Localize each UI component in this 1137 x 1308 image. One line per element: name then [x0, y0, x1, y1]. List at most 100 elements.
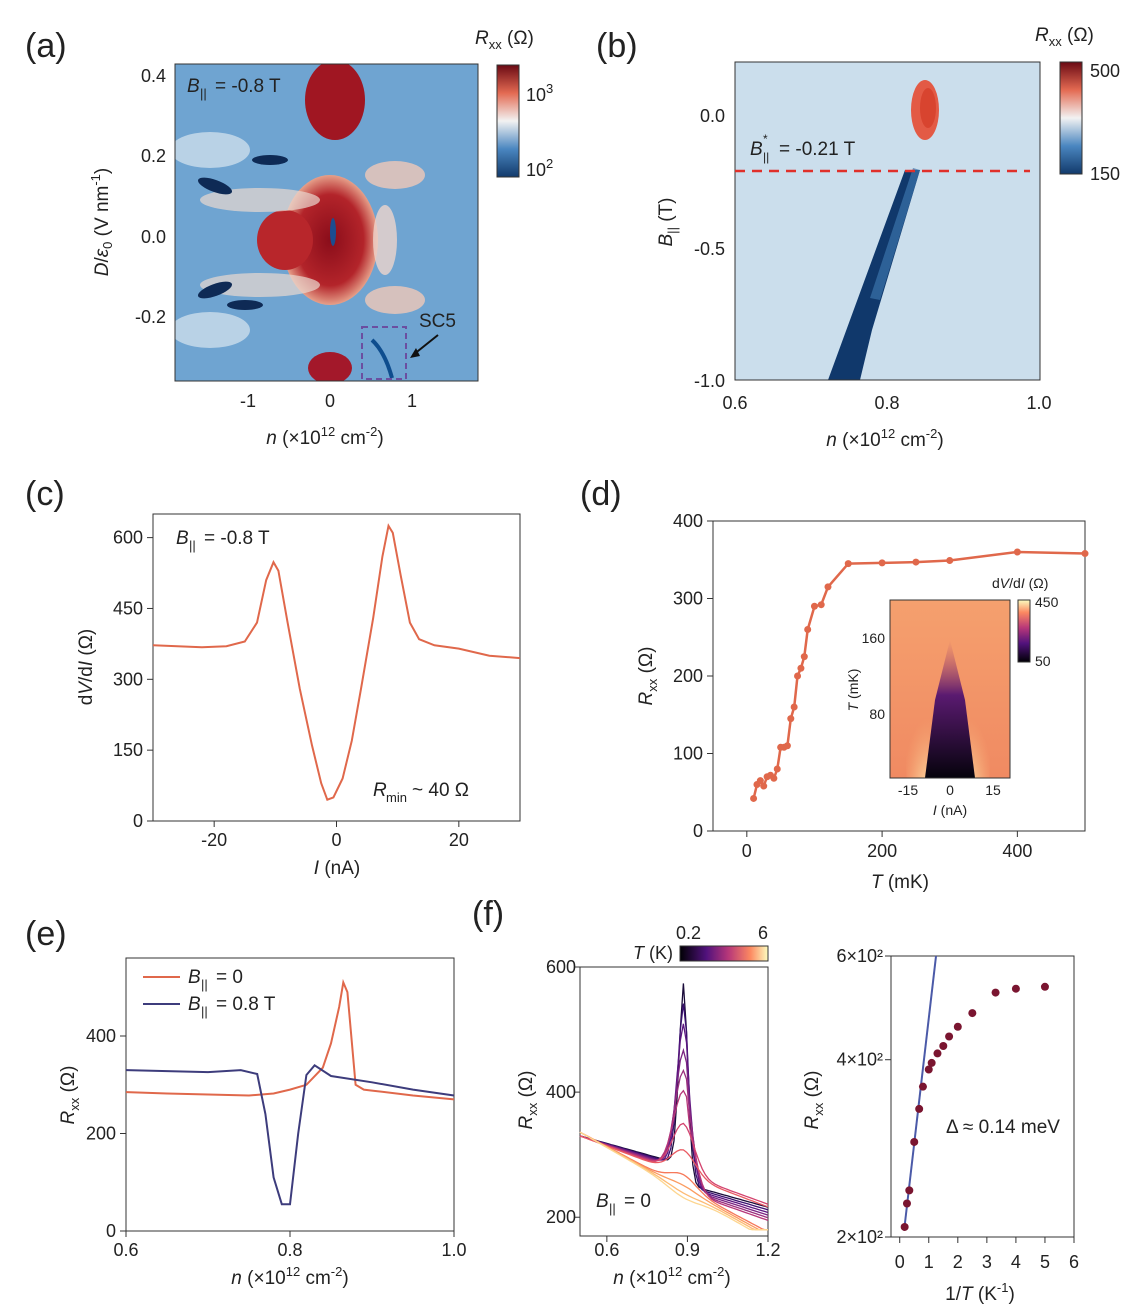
panel-d-ytick-label: 400: [673, 511, 703, 531]
panel-d-xtick-label: 0: [742, 841, 752, 861]
panel-e-ytick-label: 0: [106, 1221, 116, 1241]
panel-f1-xtick-label: 1.2: [755, 1240, 780, 1260]
svg-text:||: ||: [189, 538, 196, 553]
panel-c-rmin-label: R min ~ 40 Ω: [373, 780, 469, 805]
svg-text:450: 450: [1035, 594, 1059, 610]
panel-c-frame: [152, 513, 521, 822]
svg-text:B: B: [188, 994, 201, 1015]
panel-f1-colorbar: [679, 945, 769, 962]
panel-d-point: [797, 664, 805, 672]
panel-d-point: [770, 774, 778, 782]
svg-text:||: ||: [201, 977, 208, 992]
panel-b-xticks: 0.6 0.8 1.0: [722, 393, 1051, 413]
svg-text:-0.5: -0.5: [694, 239, 725, 259]
panel-c-ytick-label: 300: [113, 669, 143, 689]
svg-text:150: 150: [1090, 164, 1120, 184]
svg-text:50: 50: [1035, 653, 1051, 669]
panel-f1-field-label: B || = 0: [596, 1191, 651, 1216]
svg-text:B: B: [596, 1191, 609, 1212]
panel-d-point: [817, 601, 825, 609]
svg-text:||: ||: [200, 86, 207, 101]
panel-e-ytick-label: 200: [86, 1124, 116, 1144]
panel-c-xtick-label: -20: [201, 830, 227, 850]
panel-c-xtick-label: 20: [449, 830, 469, 850]
panel-d-ylabel: Rxx (Ω): [636, 647, 660, 706]
panel-e-xtick-label: 0.8: [277, 1240, 302, 1260]
panel-f1-series-line: [579, 983, 769, 1208]
svg-text:= 0.8 T: = 0.8 T: [216, 994, 276, 1015]
svg-text:= -0.21 T: = -0.21 T: [779, 139, 856, 160]
panel-a-ylabel: D/ε0 (V nm-1): [88, 168, 115, 276]
panel-d-point: [760, 782, 768, 790]
svg-text:500: 500: [1090, 61, 1120, 81]
panel-f2-point: [939, 1042, 948, 1051]
panel-f2-point: [991, 988, 1000, 997]
panel-d-ytick-label: 300: [673, 589, 703, 609]
panel-f2-xtick-label: 4: [1011, 1252, 1021, 1272]
panel-c-ylabel: dV/dI (Ω): [76, 629, 97, 706]
svg-text:= -0.8 T: = -0.8 T: [215, 76, 281, 97]
svg-text:B: B: [750, 139, 763, 160]
panel-a-frame: [174, 63, 479, 382]
panel-a-xlabel: n (×1012 cm-2): [266, 424, 383, 449]
panel-d-point: [800, 653, 808, 661]
panel-d-ytick-label: 0: [693, 821, 703, 841]
panel-c-label: (c): [25, 475, 65, 513]
panel-b-xlabel: n (×1012 cm-2): [826, 426, 943, 451]
sc5-arrowhead: [410, 348, 420, 358]
panel-f2-plot: 6×10² 4×10² 2×10² 0 1 2 3 4 5 6: [836, 946, 1079, 1272]
panel-e-plot: 0 200 400 0.6 0.8 1.0: [86, 978, 467, 1260]
panel-f2-xtick-label: 3: [982, 1252, 992, 1272]
panel-d-ytick-label: 200: [673, 666, 703, 686]
svg-text:B: B: [176, 528, 189, 549]
panel-d-plot: 0 100 200 300 400 0 200 400: [673, 511, 1089, 861]
panel-f2-xlabel: 1/T (K-1): [945, 1280, 1015, 1305]
panel-f2-point: [1040, 982, 1049, 991]
panel-e-xtick-label: 1.0: [441, 1240, 466, 1260]
panel-b-label: (b): [596, 27, 638, 65]
svg-text:0.2: 0.2: [141, 146, 166, 166]
svg-text:min: min: [386, 790, 407, 805]
svg-text:*: *: [763, 132, 768, 146]
panel-d-ytick-label: 100: [673, 744, 703, 764]
svg-text:0.0: 0.0: [141, 227, 166, 247]
svg-text:dV/dI (Ω): dV/dI (Ω): [992, 575, 1048, 591]
panel-d-point: [878, 559, 886, 567]
panel-b-colorbar: [1059, 61, 1083, 175]
panel-f2-point: [924, 1065, 933, 1074]
svg-text:0.4: 0.4: [141, 66, 166, 86]
panel-b-frame: [734, 61, 1041, 381]
panel-f1-ytick-label: 400: [546, 1082, 576, 1102]
panel-a-label: (a): [25, 27, 67, 65]
panel-d-point: [946, 557, 954, 565]
svg-text:B: B: [187, 76, 200, 97]
svg-text:80: 80: [869, 706, 885, 722]
panel-c-xlabel: I (nA): [314, 858, 360, 879]
svg-text:15: 15: [985, 782, 1001, 798]
svg-text:0: 0: [325, 391, 335, 411]
svg-text:0.8: 0.8: [874, 393, 899, 413]
panel-d-point: [783, 742, 791, 750]
panel-f1-series-line: [579, 1131, 768, 1231]
svg-text:0: 0: [946, 782, 954, 798]
panel-d-point: [794, 672, 802, 680]
panel-f2-ytick-label: 2×10²: [836, 1227, 883, 1247]
panel-f2-point: [902, 1199, 911, 1208]
panel-f2-point: [953, 1022, 962, 1031]
svg-text:-0.2: -0.2: [135, 307, 166, 327]
svg-text:102: 102: [526, 156, 553, 180]
sc5-box: [361, 326, 407, 380]
panel-e-xtick-label: 0.6: [113, 1240, 138, 1260]
panel-c-ytick-label: 600: [113, 528, 143, 548]
panel-f2-point: [1011, 984, 1020, 993]
svg-text:I (nA): I (nA): [933, 802, 967, 818]
panel-f2-gap-label: Δ ≈ 0.14 meV: [946, 1117, 1060, 1138]
panel-d-label: (d): [580, 475, 622, 513]
panel-f1-ylabel: Rxx (Ω): [516, 1071, 540, 1130]
panel-f2-fit-line: [903, 955, 938, 1231]
panel-f2-xtick-label: 5: [1040, 1252, 1050, 1272]
panel-f2-ylabel: Rxx (Ω): [802, 1071, 826, 1130]
panel-f2-ytick-label: 4×10²: [836, 1050, 883, 1070]
panel-d-point: [756, 777, 764, 785]
panel-f1-ytick-label: 600: [546, 957, 576, 977]
